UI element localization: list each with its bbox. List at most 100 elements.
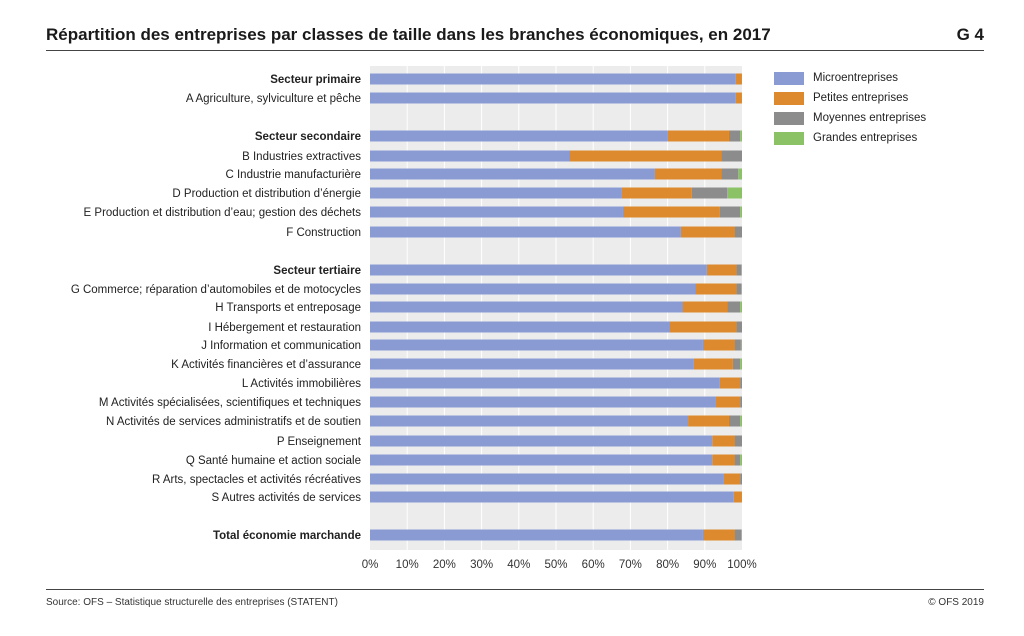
bar-segment-petites	[569, 150, 722, 162]
bar-segment-petites	[667, 130, 729, 142]
bar-segment-moyennes	[740, 377, 742, 389]
bar-segment-grandes	[740, 358, 742, 370]
bar-segment-moyennes	[721, 150, 742, 162]
bar-segment-petites	[715, 396, 741, 408]
bar-segment-micro	[370, 435, 713, 447]
category-label: E Production et distribution d’eau; gest…	[84, 207, 362, 219]
bar-segment-grandes	[741, 264, 742, 276]
bar-segment-grandes	[740, 206, 742, 218]
top-rule	[46, 50, 984, 51]
bar-segment-moyennes	[719, 206, 741, 218]
bar-segment-moyennes	[741, 491, 742, 503]
bar-segment-grandes	[741, 283, 742, 295]
category-label: K Activités financières et d’assurance	[171, 359, 361, 371]
bar-segment-micro	[370, 264, 707, 276]
chart-title: Répartition des entreprises par classes …	[46, 25, 771, 44]
x-tick-label: 0%	[362, 559, 379, 571]
bar-segment-petites	[702, 339, 735, 351]
legend-label: Grandes entreprises	[813, 132, 918, 144]
bar-segment-petites	[735, 92, 742, 104]
bar-segment-moyennes	[727, 301, 741, 313]
bar-segment-micro	[370, 73, 736, 85]
category-label: P Enseignement	[277, 436, 362, 448]
category-label: L Activités immobilières	[242, 378, 361, 390]
bar-segment-moyennes	[734, 226, 742, 238]
category-label: B Industries extractives	[242, 151, 361, 163]
bar-segment-moyennes	[740, 473, 742, 485]
bar-segment-micro	[370, 226, 681, 238]
bar-segment-grandes	[740, 454, 742, 466]
bar-segment-grandes	[740, 339, 742, 351]
legend-item: Moyennes entreprises	[774, 108, 926, 128]
category-label: S Autres activités de services	[211, 492, 361, 504]
category-label: A Agriculture, sylviculture et pêche	[186, 93, 361, 105]
legend-swatch	[774, 111, 804, 125]
x-tick-label: 20%	[433, 559, 456, 571]
category-label: Secteur primaire	[270, 74, 361, 86]
bar-segment-micro	[370, 377, 720, 389]
bar-segment-petites	[735, 73, 742, 85]
category-label: R Arts, spectacles et activités récréati…	[152, 474, 361, 486]
bar-segment-petites	[712, 454, 735, 466]
bar-segment-petites	[723, 473, 741, 485]
legend-label: Petites entreprises	[813, 92, 909, 104]
bar-segment-micro	[370, 168, 655, 180]
x-tick-label: 50%	[544, 559, 567, 571]
legend-item: Microentreprises	[774, 68, 926, 88]
bar-segment-moyennes	[728, 415, 741, 427]
copyright-note: © OFS 2019	[928, 597, 984, 608]
bar-segment-petites	[733, 491, 742, 503]
bar-segment-moyennes	[734, 435, 742, 447]
bar-segment-moyennes	[736, 283, 742, 295]
category-label: D Production et distribution d’énergie	[172, 188, 361, 200]
legend: Microentreprises Petites entreprises Moyen…	[774, 68, 926, 148]
category-label: M Activités spécialisées, scientifiques …	[99, 397, 361, 409]
bar-segment-micro	[370, 92, 736, 104]
bar-segment-micro	[370, 358, 694, 370]
bar-segment-micro	[370, 206, 623, 218]
bar-segment-petites	[680, 226, 735, 238]
bar-segment-petites	[702, 529, 735, 541]
bar-segment-grandes	[741, 529, 742, 541]
bar-segment-micro	[370, 130, 668, 142]
category-label: Secteur tertiaire	[273, 265, 361, 277]
bar-segment-grandes	[740, 130, 742, 142]
bar-segment-micro	[370, 415, 689, 427]
bar-segment-micro	[370, 491, 734, 503]
bar-segment-moyennes	[736, 321, 742, 333]
bar-segment-moyennes	[740, 396, 742, 408]
category-label: J Information et communication	[201, 340, 361, 352]
category-label: Total économie marchande	[213, 530, 361, 542]
bar-segment-moyennes	[734, 339, 741, 351]
bar-segment-moyennes	[734, 454, 741, 466]
bar-segment-petites	[695, 283, 737, 295]
x-tick-label: 30%	[470, 559, 493, 571]
bottom-rule	[46, 589, 984, 590]
bar-segment-petites	[719, 377, 741, 389]
x-tick-label: 90%	[693, 559, 716, 571]
bar-segment-micro	[370, 283, 696, 295]
legend-item: Petites entreprises	[774, 88, 926, 108]
x-tick-label: 40%	[507, 559, 530, 571]
bar-segment-petites	[654, 168, 722, 180]
source-note: Source: OFS – Statistique structurelle d…	[46, 597, 338, 608]
legend-item: Grandes entreprises	[774, 128, 926, 148]
category-label: G Commerce; réparation d’automobiles et …	[71, 284, 361, 296]
x-tick-label: 60%	[582, 559, 605, 571]
legend-swatch	[774, 131, 804, 145]
category-label: I Hébergement et restauration	[208, 322, 361, 334]
bar-segment-micro	[370, 150, 570, 162]
category-label: Secteur secondaire	[255, 131, 361, 143]
x-tick-label: 100%	[727, 559, 756, 571]
category-label: C Industrie manufacturière	[225, 169, 361, 181]
bar-segment-grandes	[727, 187, 742, 199]
category-label: Q Santé humaine et action sociale	[186, 455, 361, 467]
category-label: H Transports et entreposage	[215, 302, 361, 314]
bar-segment-micro	[370, 301, 683, 313]
bar-segment-micro	[370, 339, 703, 351]
bar-segment-grandes	[740, 415, 742, 427]
bar-segment-petites	[682, 301, 728, 313]
bar-segment-micro	[370, 473, 724, 485]
bar-segment-grandes	[738, 168, 742, 180]
